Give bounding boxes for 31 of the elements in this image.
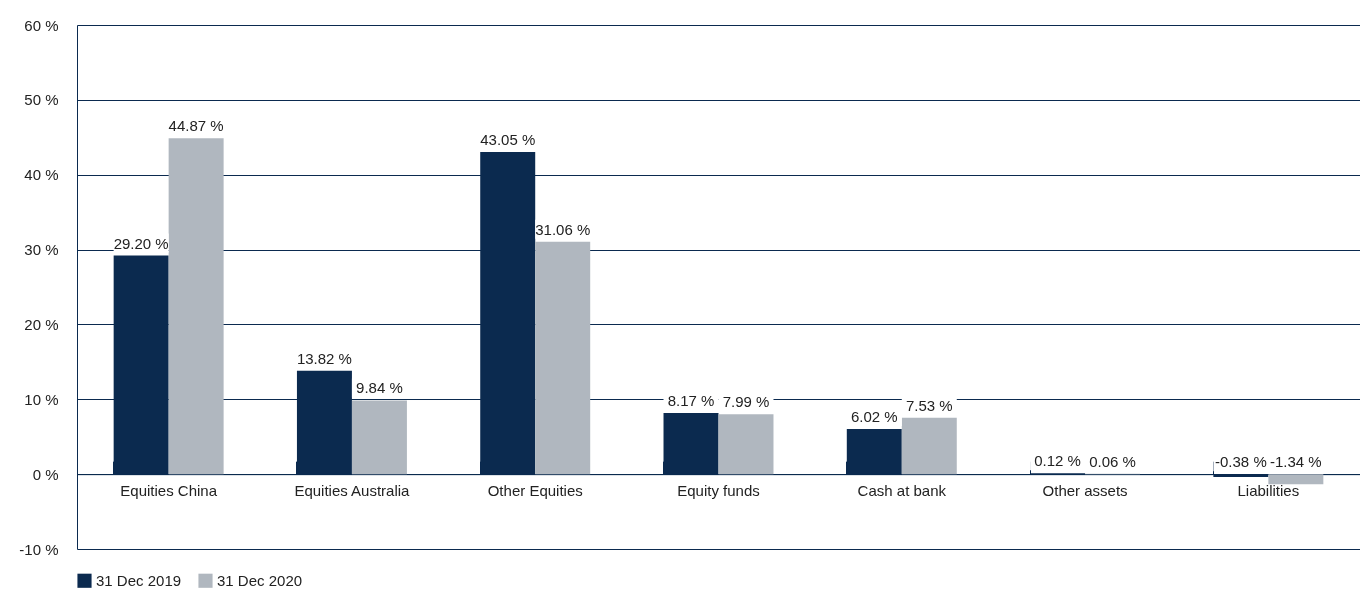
y-tick-label: 0 %: [32, 465, 59, 483]
x-tick-label: Equity funds: [677, 481, 760, 499]
x-tick-label: Other Equities: [487, 481, 583, 499]
x-tick-label: Equities Australia: [294, 481, 411, 499]
x-tick-label: Equities China: [120, 481, 218, 499]
y-tick-label: 60 %: [24, 16, 59, 34]
data-label: 7.53 %: [905, 396, 953, 414]
y-tick-label: 10 %: [24, 390, 59, 408]
y-tick-label: 40 %: [24, 166, 59, 184]
y-tick-label: 50 %: [24, 91, 59, 109]
y-tick-label: 30 %: [24, 241, 59, 259]
data-label: 8.17 %: [667, 391, 715, 409]
data-label: 0.06 %: [1089, 452, 1136, 470]
data-label: 44.87 %: [168, 117, 224, 135]
data-label: 29.20 %: [113, 234, 169, 252]
legend-label: 31 Dec 2020: [217, 571, 303, 589]
data-label: 43.05 %: [480, 130, 536, 148]
y-tick-label: 20 %: [24, 315, 59, 333]
data-label: 0.12 %: [1034, 452, 1081, 470]
x-tick-label: Cash at bank: [857, 481, 947, 499]
y-tick-label: -10 %: [19, 540, 59, 558]
data-label: -1.34 %: [1270, 453, 1322, 471]
data-label: 7.99 %: [722, 393, 770, 411]
legend-label: 31 Dec 2019: [96, 571, 182, 589]
data-label: 6.02 %: [850, 408, 898, 426]
x-tick-label: Liabilities: [1237, 481, 1300, 499]
data-label: -0.38 %: [1215, 453, 1267, 471]
data-label: 13.82 %: [296, 349, 352, 367]
data-label: 9.84 %: [356, 379, 403, 397]
data-label: 31.06 %: [535, 220, 591, 238]
x-tick-label: Other assets: [1042, 481, 1128, 499]
